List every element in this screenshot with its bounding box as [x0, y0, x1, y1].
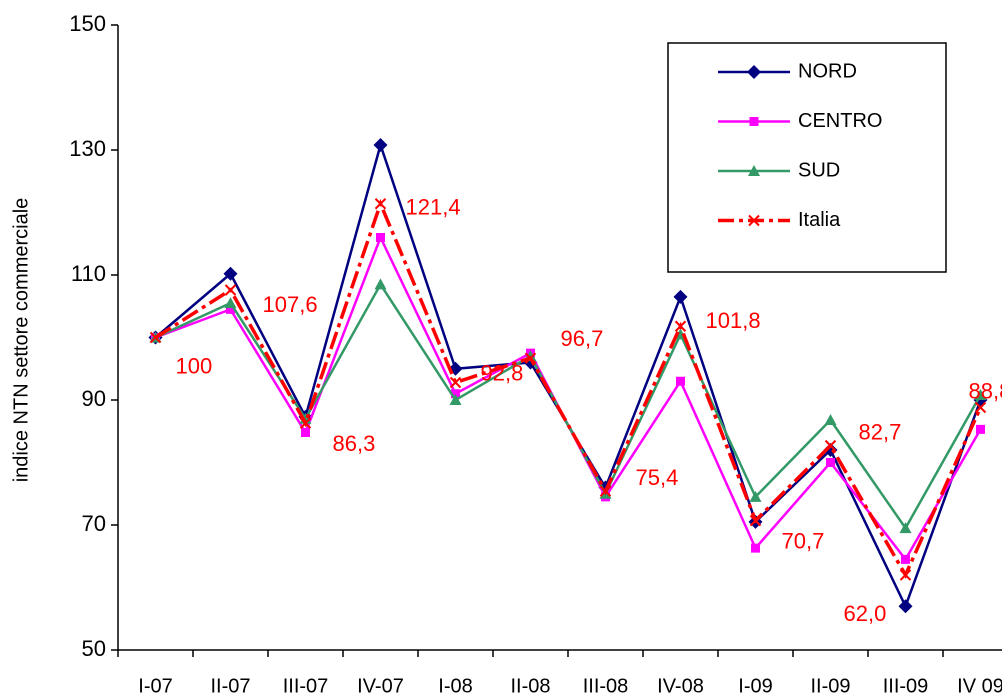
data-point	[974, 401, 987, 414]
data-label: 121,4	[406, 195, 461, 220]
y-tick-label: 50	[82, 636, 106, 661]
data-point	[373, 138, 388, 152]
x-tick-label: I-09	[738, 675, 772, 697]
data-point	[976, 424, 985, 434]
data-label: 75,4	[636, 465, 679, 490]
data-label: 70,7	[782, 528, 825, 553]
data-label: 96,7	[561, 326, 604, 351]
data-point	[673, 289, 688, 304]
data-point	[376, 233, 385, 242]
data-label: 107,6	[263, 292, 318, 317]
x-tick-label: IV 09	[957, 675, 1002, 697]
x-tick-label: III-08	[583, 675, 629, 697]
data-point	[749, 490, 762, 502]
legend-label: Italia	[798, 209, 841, 231]
legend-marker	[749, 117, 759, 126]
legend-label: CENTRO	[798, 110, 882, 132]
x-tick-label: III-09	[883, 675, 929, 697]
x-tick-label: IV-08	[657, 675, 704, 697]
data-point	[449, 394, 462, 405]
x-tick-label: II-09	[810, 675, 850, 697]
y-tick-label: 110	[71, 261, 106, 286]
data-point	[901, 554, 910, 564]
data-point	[299, 417, 312, 429]
legend-label: SUD	[798, 159, 840, 181]
data-point	[826, 458, 835, 467]
x-tick-label: II-08	[510, 675, 550, 697]
data-point	[674, 320, 687, 332]
data-point	[824, 414, 837, 425]
legend-label: NORD	[798, 60, 857, 82]
data-point	[449, 376, 462, 389]
data-point	[224, 284, 237, 296]
data-label: 92,8	[481, 360, 524, 385]
data-label: 88,8	[969, 378, 1002, 403]
series-line	[155, 234, 982, 562]
data-point	[974, 389, 987, 400]
data-point	[224, 297, 237, 309]
data-point	[374, 198, 387, 210]
data-point	[676, 376, 685, 386]
data-point	[226, 304, 235, 314]
y-tick-label: 150	[69, 11, 106, 36]
data-point	[149, 331, 162, 344]
x-tick-label: I-07	[138, 675, 172, 697]
x-tick-label: IV-07	[357, 675, 404, 697]
legend-marker	[748, 165, 760, 176]
x-tick-label: I-08	[438, 675, 472, 697]
y-tick-label: 70	[82, 511, 106, 536]
data-point	[451, 389, 460, 399]
data-label: 82,7	[859, 419, 902, 444]
legend-marker	[748, 214, 760, 227]
data-point	[824, 439, 837, 452]
series-line	[154, 281, 982, 531]
legend-box	[667, 42, 947, 273]
y-tick-label: 130	[69, 136, 106, 161]
data-label: 86,3	[333, 431, 376, 456]
x-tick-label: II-07	[210, 675, 250, 697]
data-label: 62,0	[844, 601, 887, 626]
data-point	[899, 522, 912, 534]
data-point	[524, 352, 537, 364]
y-axis-label: indice NTN settore commerciale	[10, 198, 32, 483]
legend-marker	[747, 65, 761, 79]
y-tick-label: 90	[82, 386, 106, 411]
data-point	[301, 428, 310, 437]
data-point	[823, 443, 838, 457]
data-point	[899, 569, 912, 581]
data-point	[223, 266, 238, 281]
data-label: 100	[176, 353, 213, 378]
x-tick-label: III-07	[283, 675, 329, 697]
series-line	[154, 198, 983, 579]
data-point	[599, 485, 612, 497]
data-point	[751, 543, 760, 553]
data-point	[374, 278, 387, 290]
data-point	[749, 514, 762, 527]
data-label: 101,8	[706, 308, 761, 333]
data-point	[898, 599, 913, 614]
